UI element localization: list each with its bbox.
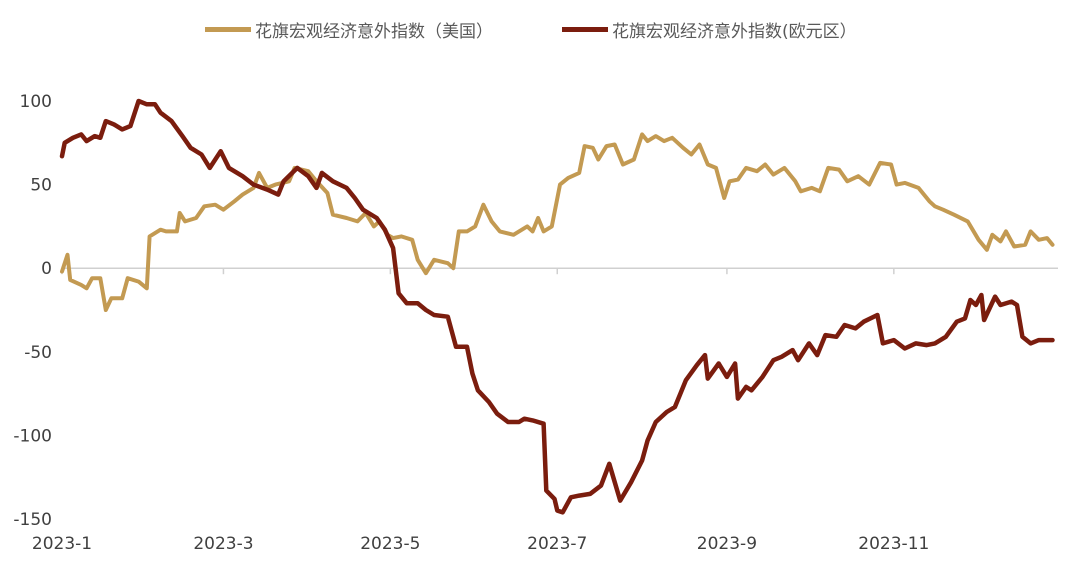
legend-label-eurozone: 花旗宏观经济意外指数(欧元区） (612, 21, 857, 42)
y-tick-label: 50 (30, 176, 52, 196)
x-tick-label: 2023-5 (360, 534, 420, 554)
y-tick-label: 100 (20, 92, 52, 112)
legend-label-us: 花旗宏观经济意外指数（美国） (255, 21, 493, 42)
x-tick-label: 2023-7 (527, 534, 587, 554)
y-tick-label: 0 (41, 259, 52, 279)
x-tick-label: 2023-9 (697, 534, 757, 554)
x-tick-label: 2023-11 (858, 534, 929, 554)
legend-swatch-eurozone (562, 26, 608, 32)
y-tick-label: -100 (13, 426, 52, 446)
legend-item-us: 花旗宏观经济意外指数（美国） (205, 14, 493, 44)
y-tick-label: -50 (24, 343, 52, 363)
series-line-us (60, 132, 1055, 312)
x-tick-label: 2023-1 (32, 534, 92, 554)
x-tick-label: 2023-3 (193, 534, 253, 554)
legend-item-eurozone: 花旗宏观经济意外指数(欧元区） (562, 14, 857, 44)
y-tick-label: -150 (13, 510, 52, 530)
series-line-eurozone (59, 98, 1055, 515)
legend-swatch-us (205, 26, 251, 32)
legend: 花旗宏观经济意外指数（美国） 花旗宏观经济意外指数(欧元区） (0, 14, 1080, 44)
